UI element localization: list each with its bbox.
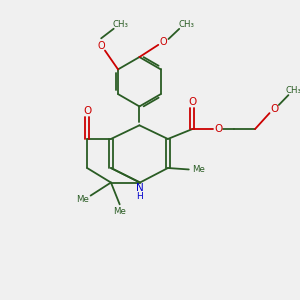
Text: Me: Me <box>76 195 89 204</box>
Text: O: O <box>188 98 196 107</box>
Text: N: N <box>136 183 144 193</box>
Text: O: O <box>98 40 105 51</box>
Text: O: O <box>270 104 279 114</box>
Text: CH₃: CH₃ <box>285 86 300 95</box>
Text: CH₃: CH₃ <box>178 20 194 29</box>
Text: O: O <box>159 37 167 47</box>
Text: O: O <box>83 106 91 116</box>
Text: O: O <box>214 124 223 134</box>
Text: H: H <box>136 192 143 201</box>
Text: Me: Me <box>192 165 205 174</box>
Text: CH₃: CH₃ <box>113 20 129 29</box>
Text: Me: Me <box>113 207 126 216</box>
